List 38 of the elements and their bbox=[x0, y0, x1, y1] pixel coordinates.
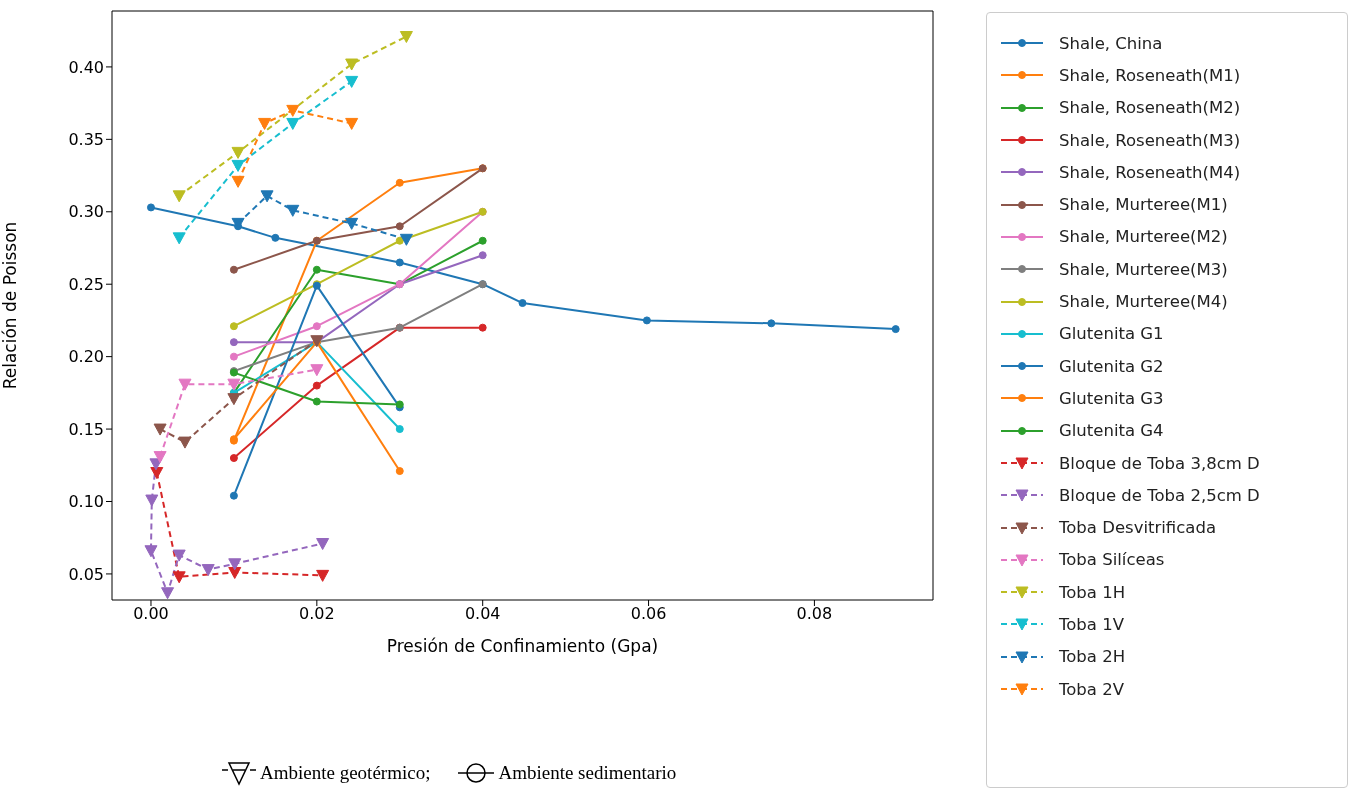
x-tick-label: 0.02 bbox=[299, 604, 335, 624]
y-axis-title: Relación de Poisson bbox=[0, 221, 21, 390]
legend-label: Toba 1H bbox=[1059, 582, 1126, 602]
legend-label: Glutenita G1 bbox=[1059, 324, 1164, 344]
legend-label: Toba Silíceas bbox=[1059, 550, 1165, 570]
text: Ambiente sedimentario bbox=[498, 762, 677, 784]
x-tick-label: 0.00 bbox=[133, 604, 169, 624]
legend-label: Glutenita G2 bbox=[1059, 356, 1164, 376]
legend-label: Shale, Murteree(M3) bbox=[1059, 259, 1228, 279]
legend-label: Shale, Murteree(M2) bbox=[1059, 227, 1228, 247]
x-tick-label: 0.06 bbox=[630, 604, 667, 624]
legend-label: Shale, Murteree(M4) bbox=[1059, 292, 1228, 312]
y-tick-label: 0.40 bbox=[68, 57, 104, 77]
y-tick-label: 0.05 bbox=[68, 564, 104, 584]
y-tick-label: 0.10 bbox=[68, 492, 104, 512]
legend-label: Shale, Roseneath(M1) bbox=[1059, 65, 1241, 85]
text: Ambiente geotérmico; bbox=[260, 762, 431, 784]
y-tick-label: 0.30 bbox=[68, 202, 104, 222]
x-axis-title: Presión de Confinamiento (Gpa) bbox=[386, 636, 659, 657]
legend-label: Bloque de Toba 2,5cm D bbox=[1059, 485, 1260, 505]
y-tick-label: 0.35 bbox=[68, 130, 104, 150]
legend-label: Toba 2V bbox=[1059, 679, 1124, 699]
legend-label: Glutenita G4 bbox=[1059, 421, 1164, 441]
legend-label: Glutenita G3 bbox=[1059, 388, 1164, 408]
legend-label: Shale, Roseneath(M4) bbox=[1059, 162, 1241, 182]
x-tick-label: 0.04 bbox=[464, 604, 501, 624]
legend-label: Shale, Roseneath(M3) bbox=[1059, 130, 1241, 150]
x-tick-label: 0.08 bbox=[796, 604, 833, 624]
legend-label: Bloque de Toba 3,8cm D bbox=[1059, 453, 1260, 473]
legend-label: Toba 1V bbox=[1059, 614, 1124, 634]
y-tick-label: 0.20 bbox=[68, 347, 104, 367]
y-tick-label: 0.25 bbox=[68, 274, 104, 294]
y-tick-label: 0.15 bbox=[68, 419, 104, 439]
legend-label: Toba 2H bbox=[1059, 647, 1126, 667]
legend-label: Toba Desvitrificada bbox=[1059, 518, 1216, 538]
legend-label: Shale, Roseneath(M2) bbox=[1059, 98, 1241, 118]
legend-label: Shale, China bbox=[1059, 33, 1163, 53]
legend-label: Shale, Murteree(M1) bbox=[1059, 195, 1228, 215]
